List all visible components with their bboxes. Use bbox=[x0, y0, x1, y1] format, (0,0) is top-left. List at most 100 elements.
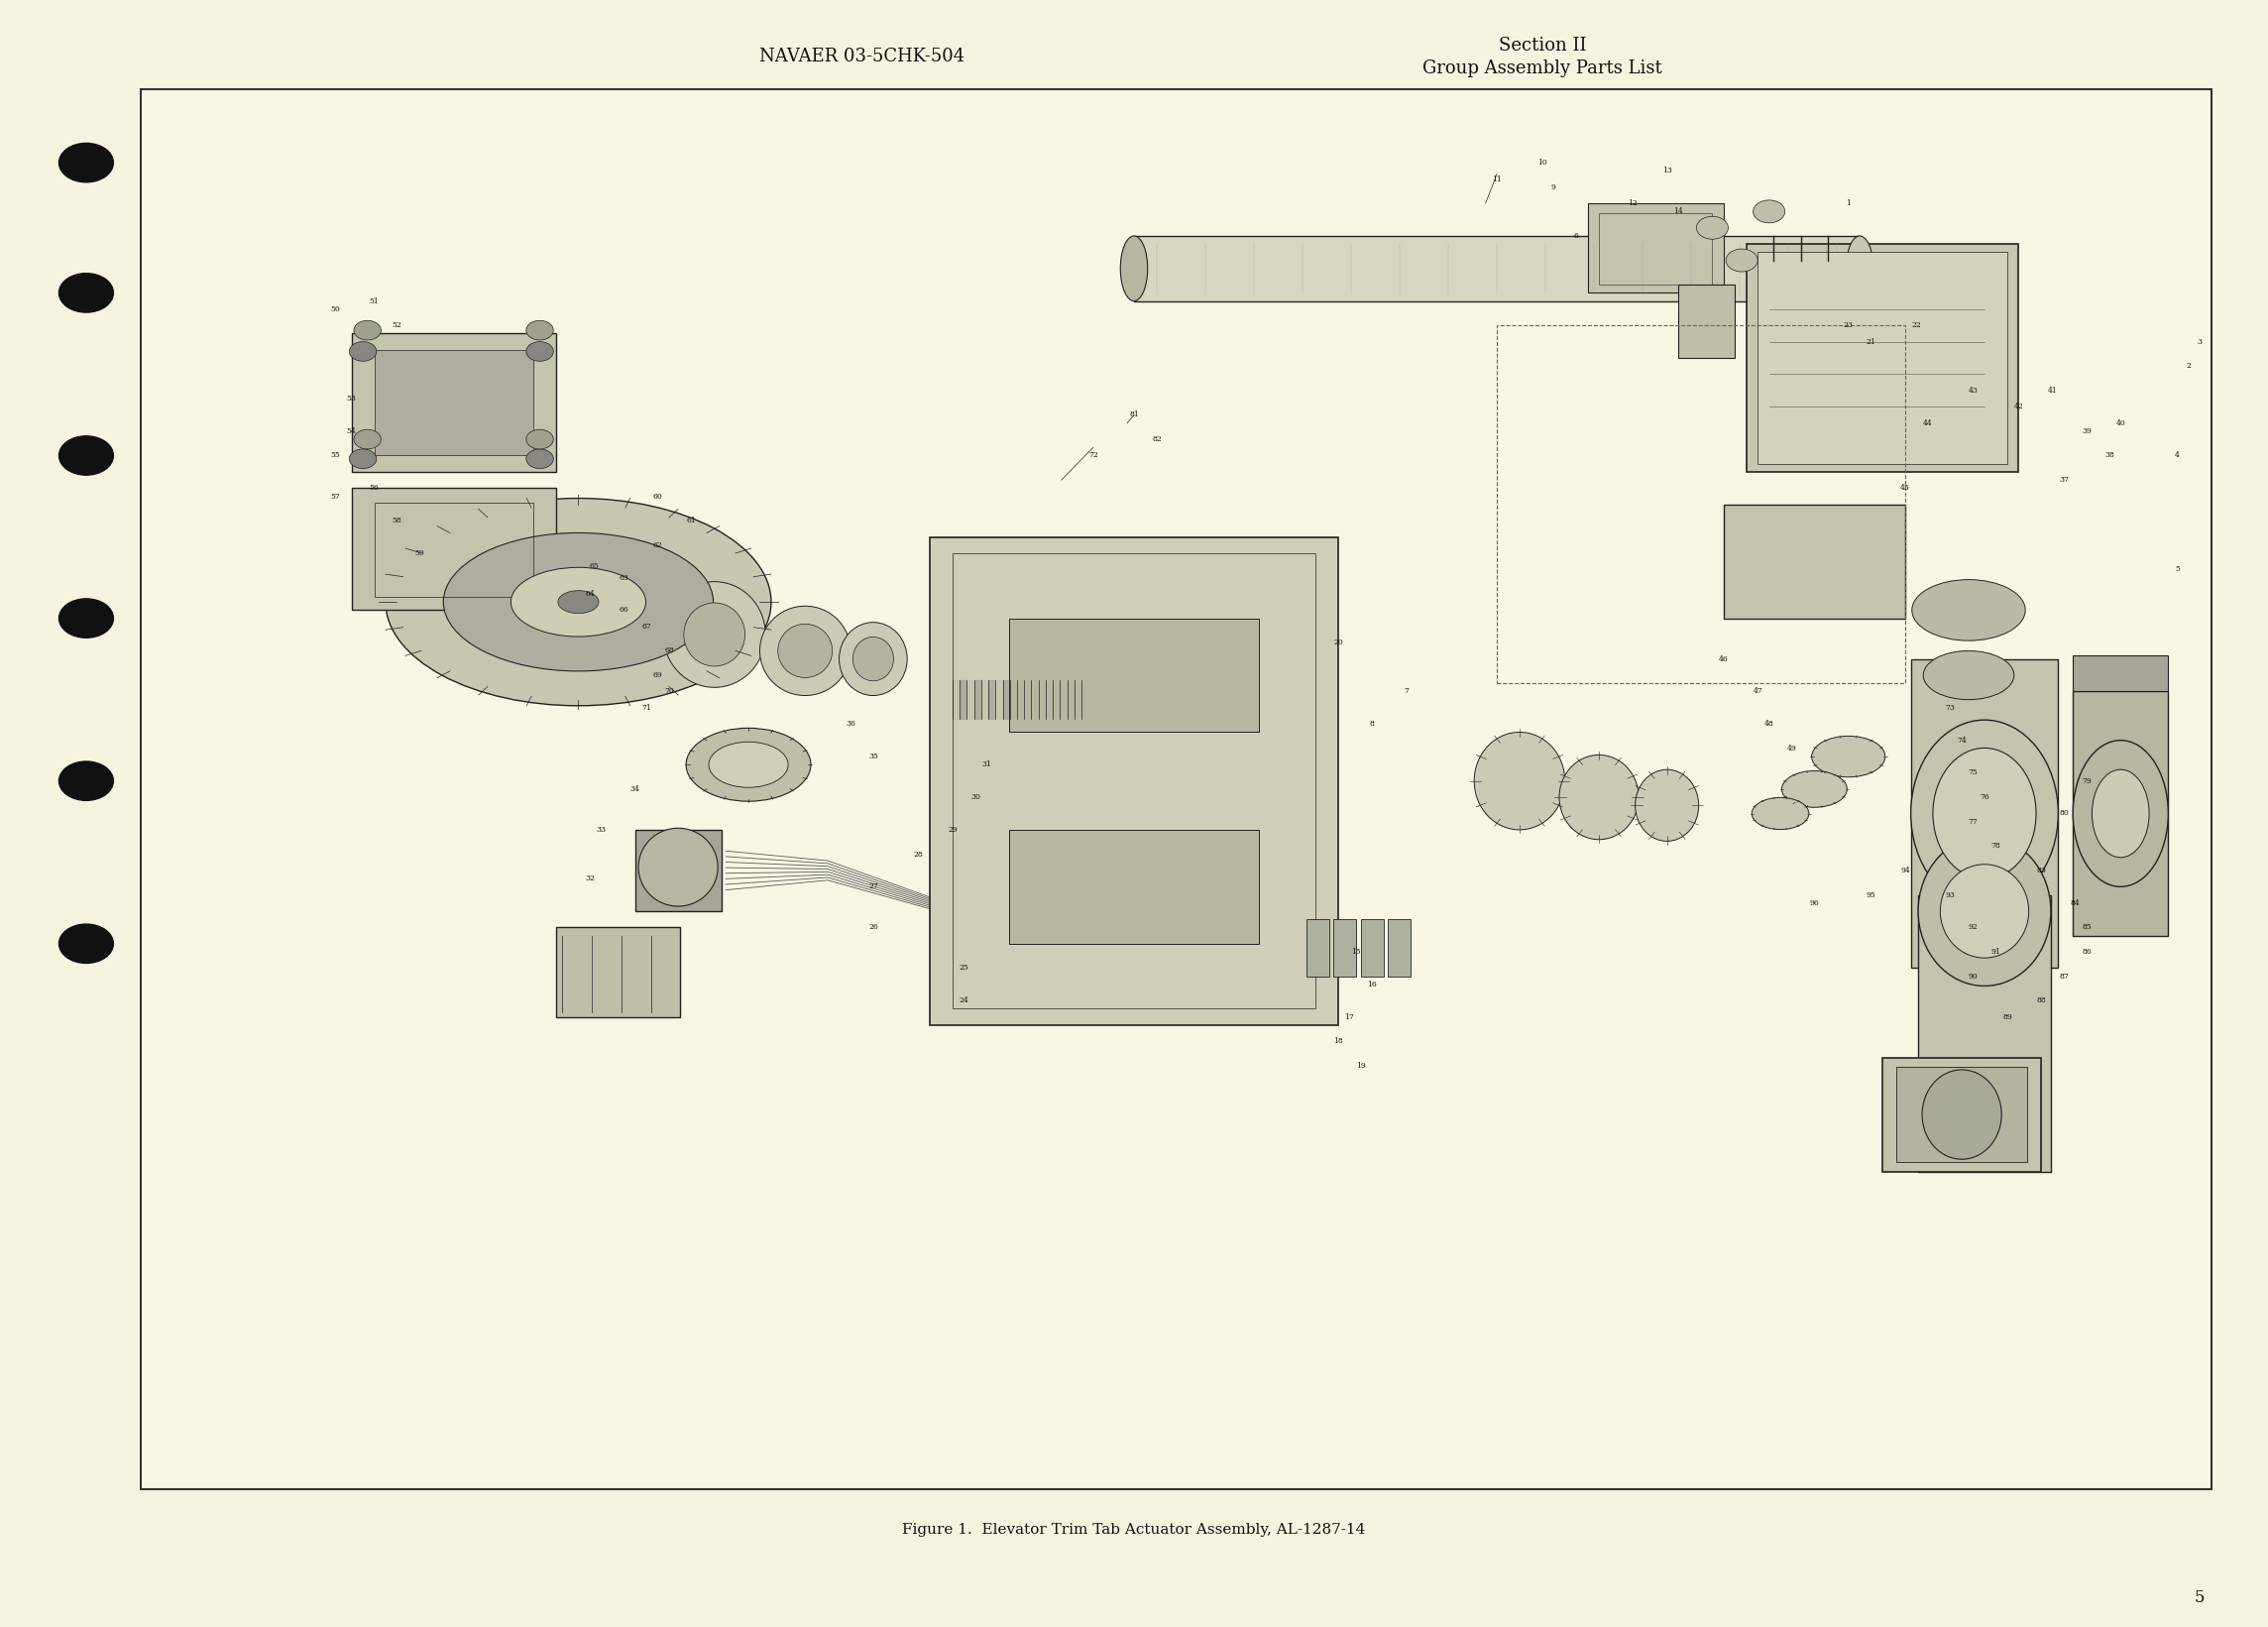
Ellipse shape bbox=[1846, 236, 1873, 301]
Bar bbox=[2073, 656, 2168, 691]
Text: 45: 45 bbox=[1901, 485, 1910, 491]
Text: 95: 95 bbox=[1867, 892, 1876, 898]
Ellipse shape bbox=[853, 636, 894, 680]
Text: 84: 84 bbox=[2071, 900, 2080, 906]
Ellipse shape bbox=[708, 742, 789, 787]
Text: 2: 2 bbox=[2186, 363, 2191, 369]
Bar bbox=[1334, 919, 1356, 976]
Text: 5: 5 bbox=[2195, 1590, 2204, 1606]
Ellipse shape bbox=[1921, 1071, 2000, 1158]
Text: 51: 51 bbox=[370, 298, 379, 304]
Text: 78: 78 bbox=[1991, 843, 2000, 849]
Text: 72: 72 bbox=[1089, 452, 1098, 459]
Ellipse shape bbox=[1558, 755, 1637, 840]
Text: 6: 6 bbox=[1574, 233, 1579, 239]
Text: 88: 88 bbox=[2037, 997, 2046, 1004]
Text: 54: 54 bbox=[347, 428, 356, 434]
Bar bbox=[141, 89, 2211, 1489]
Text: 16: 16 bbox=[1368, 981, 1377, 988]
Text: 9: 9 bbox=[1551, 184, 1556, 190]
Bar bbox=[1758, 252, 2007, 464]
Text: 64: 64 bbox=[585, 591, 594, 597]
Text: 66: 66 bbox=[619, 607, 628, 613]
Text: 55: 55 bbox=[331, 452, 340, 459]
Bar bbox=[352, 488, 556, 610]
Bar bbox=[1896, 1067, 2028, 1162]
Text: 90: 90 bbox=[1969, 973, 1978, 979]
Bar bbox=[1882, 1058, 2041, 1171]
Text: 33: 33 bbox=[596, 827, 606, 833]
Text: 49: 49 bbox=[1787, 745, 1796, 752]
Text: 60: 60 bbox=[653, 493, 662, 499]
Text: NAVAER 03-5CHK-504: NAVAER 03-5CHK-504 bbox=[760, 49, 964, 65]
Ellipse shape bbox=[1635, 770, 1699, 841]
Text: 79: 79 bbox=[2082, 778, 2091, 784]
Text: 94: 94 bbox=[1901, 867, 1910, 874]
Text: 12: 12 bbox=[1628, 200, 1637, 207]
Bar bbox=[1724, 504, 1905, 618]
Circle shape bbox=[1753, 200, 1785, 223]
Circle shape bbox=[1696, 216, 1728, 239]
Circle shape bbox=[526, 342, 553, 361]
Text: 73: 73 bbox=[1946, 704, 1955, 711]
Text: 43: 43 bbox=[1969, 387, 1978, 394]
Ellipse shape bbox=[386, 498, 771, 706]
Text: 81: 81 bbox=[1129, 412, 1139, 418]
Text: 57: 57 bbox=[331, 493, 340, 499]
Text: 53: 53 bbox=[347, 395, 356, 402]
Text: 8: 8 bbox=[1370, 721, 1374, 727]
Text: 22: 22 bbox=[1912, 322, 1921, 329]
Text: 74: 74 bbox=[1957, 737, 1966, 744]
Text: 61: 61 bbox=[687, 517, 696, 524]
Text: 19: 19 bbox=[1356, 1062, 1365, 1069]
Text: 62: 62 bbox=[653, 542, 662, 548]
Text: 89: 89 bbox=[2003, 1014, 2012, 1020]
Ellipse shape bbox=[2073, 740, 2168, 887]
Text: 15: 15 bbox=[1352, 949, 1361, 955]
Text: 7: 7 bbox=[1404, 688, 1408, 695]
Text: 29: 29 bbox=[948, 827, 957, 833]
Text: 27: 27 bbox=[869, 883, 878, 890]
Text: 5: 5 bbox=[2175, 566, 2180, 573]
Circle shape bbox=[59, 924, 113, 963]
Text: 52: 52 bbox=[392, 322, 401, 329]
Circle shape bbox=[59, 273, 113, 312]
Ellipse shape bbox=[2091, 770, 2150, 857]
Text: 38: 38 bbox=[2105, 452, 2114, 459]
Text: 30: 30 bbox=[971, 794, 980, 800]
Text: 20: 20 bbox=[1334, 639, 1343, 646]
Bar bbox=[374, 350, 533, 456]
Circle shape bbox=[354, 321, 381, 340]
Bar bbox=[1919, 895, 2050, 1171]
Bar bbox=[930, 537, 1338, 1025]
Text: 67: 67 bbox=[642, 623, 651, 630]
Bar bbox=[1678, 285, 1735, 358]
Text: 87: 87 bbox=[2059, 973, 2068, 979]
Text: 44: 44 bbox=[1923, 420, 1932, 426]
Text: 59: 59 bbox=[415, 550, 424, 556]
Ellipse shape bbox=[760, 605, 850, 696]
Ellipse shape bbox=[662, 581, 764, 687]
Text: 3: 3 bbox=[2198, 338, 2202, 345]
Bar bbox=[1497, 325, 1905, 683]
Text: 24: 24 bbox=[959, 997, 968, 1004]
Ellipse shape bbox=[1912, 579, 2025, 641]
Text: 86: 86 bbox=[2082, 949, 2091, 955]
Text: 1: 1 bbox=[1846, 200, 1851, 207]
Text: 63: 63 bbox=[619, 574, 628, 581]
Ellipse shape bbox=[839, 622, 907, 696]
Ellipse shape bbox=[1812, 735, 1885, 778]
Text: 35: 35 bbox=[869, 753, 878, 760]
Text: 18: 18 bbox=[1334, 1038, 1343, 1045]
Circle shape bbox=[354, 430, 381, 449]
Bar bbox=[374, 503, 533, 597]
Ellipse shape bbox=[685, 727, 812, 800]
Text: 37: 37 bbox=[2059, 477, 2068, 483]
Ellipse shape bbox=[1120, 236, 1148, 301]
Bar bbox=[1009, 830, 1259, 944]
Text: 36: 36 bbox=[846, 721, 855, 727]
Text: 92: 92 bbox=[1969, 924, 1978, 931]
Circle shape bbox=[349, 449, 376, 469]
Bar bbox=[1746, 244, 2019, 472]
Text: 93: 93 bbox=[1946, 892, 1955, 898]
